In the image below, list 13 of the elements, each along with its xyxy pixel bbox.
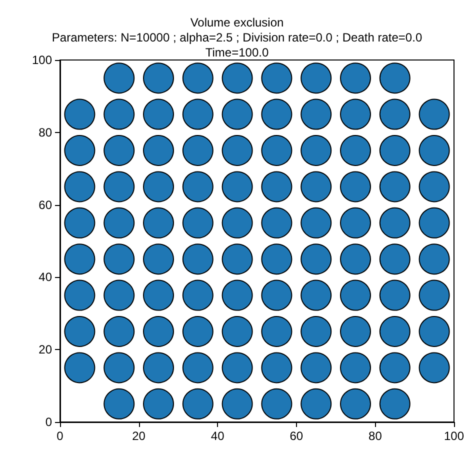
x-tick-label: 40: [210, 429, 225, 443]
y-tick-label: 100: [32, 53, 52, 67]
y-tick-label: 0: [45, 415, 52, 429]
chart-title: Volume exclusion Parameters: N=10000 ; alpha=2.5 ; Division rate=0.0 ; Death rate=0.0 Time=100.0: [52, 16, 422, 60]
y-tick-label: 20: [38, 342, 52, 357]
x-tick-label: 80: [368, 429, 382, 443]
x-tick-label: 60: [290, 429, 304, 443]
x-tick-label: 100: [444, 429, 464, 443]
y-tick-label: 60: [38, 198, 52, 212]
x-tick-label: 0: [56, 429, 64, 443]
x-tick-label: 20: [132, 429, 146, 443]
y-tick-label: 80: [38, 125, 52, 140]
y-tick-label: 40: [38, 270, 52, 284]
